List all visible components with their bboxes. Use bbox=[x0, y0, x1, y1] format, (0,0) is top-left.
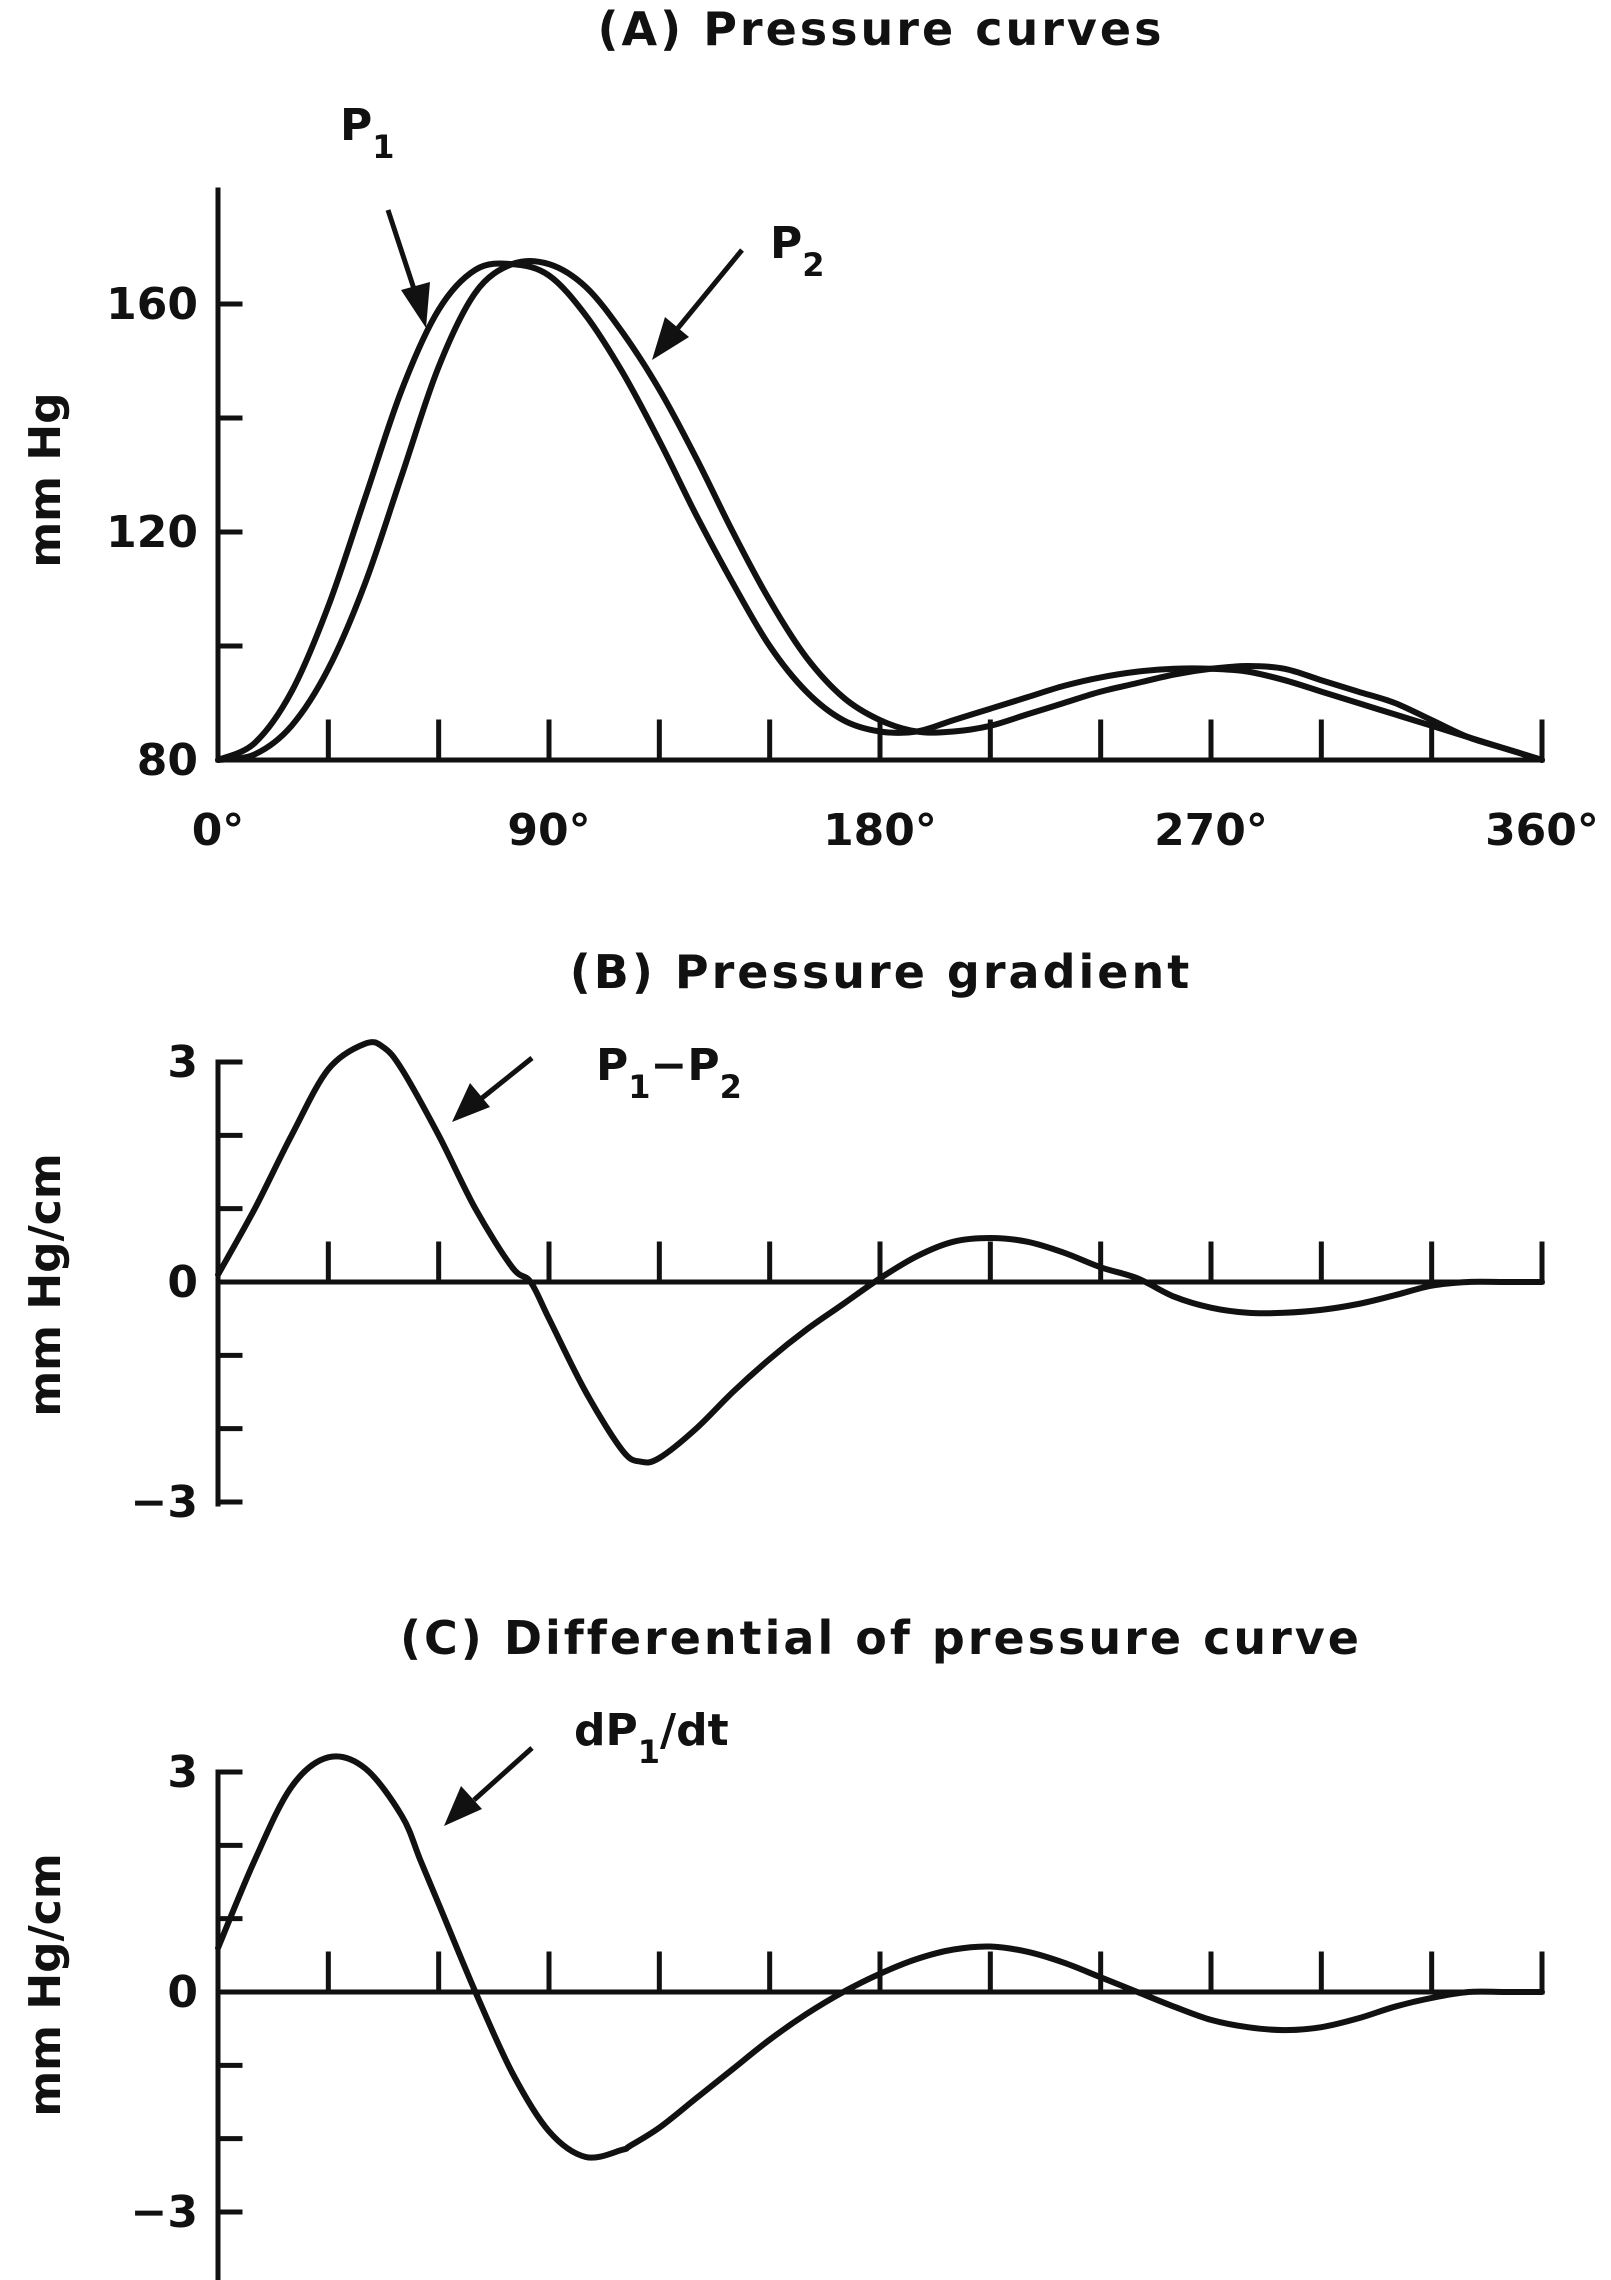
panel-b-y-ticks: 3 0 −3 bbox=[131, 1037, 243, 1528]
panel-b-title: (B) Pressure gradient bbox=[570, 945, 1192, 999]
p1-arrow bbox=[385, 209, 430, 328]
y-tick-label-1: 0 bbox=[167, 1967, 198, 2018]
x-tick-label-3: 270° bbox=[1154, 805, 1268, 856]
p1-annotation-base: P bbox=[340, 100, 372, 151]
y-tick-label-1: 0 bbox=[167, 1257, 198, 1308]
panel-c-x-ticks bbox=[325, 1951, 1545, 1995]
panel-a-y-axis-label: mm Hg bbox=[20, 392, 71, 567]
p1-annotation-sub: 1 bbox=[372, 128, 394, 166]
dp1dt-annotation-sub: 1 bbox=[638, 1733, 660, 1771]
p1-annotation: P1 bbox=[340, 100, 395, 166]
x-tick-label-1: 90° bbox=[507, 805, 590, 856]
y-tick-label-2: −3 bbox=[131, 1477, 198, 1528]
panel-c-y-axis-label: mm Hg/cm bbox=[20, 1853, 71, 2116]
p1-p2-annotation-base: P bbox=[596, 1040, 628, 1091]
panel-a-x-ticks: 0° 90° 180° 270° 360° bbox=[192, 719, 1599, 856]
panel-b-pressure-gradient: (B) Pressure gradient mm Hg/cm 3 0 −3 P1−P… bbox=[20, 945, 1545, 1528]
p2-arrow bbox=[652, 248, 744, 360]
panel-a-title: (A) Pressure curves bbox=[598, 2, 1165, 56]
y-tick-label-0: 3 bbox=[167, 1037, 198, 1088]
y-tick-label-2: 160 bbox=[106, 279, 198, 330]
panel-c-title: (C) Differential of pressure curve bbox=[400, 1611, 1362, 1665]
series-line-dp1-dt bbox=[215, 1753, 1545, 2161]
p2-annotation-base: P bbox=[770, 218, 802, 269]
series-line-p2 bbox=[215, 257, 1545, 763]
panel-c-differential: (C) Differential of pressure curve mm Hg… bbox=[20, 1611, 1545, 2280]
x-tick-label-0: 0° bbox=[192, 805, 245, 856]
y-tick-label-1: 120 bbox=[106, 507, 198, 558]
dp1dt-annotation-post: /dt bbox=[660, 1705, 729, 1756]
panel-a-y-ticks: 80 120 160 bbox=[106, 279, 243, 786]
dp1dt-annotation-pre: d bbox=[574, 1705, 606, 1756]
panel-a-pressure-curves: (A) Pressure curves mm Hg 80 120 160 0° 90°… bbox=[20, 2, 1599, 856]
series-line-p1-p2 bbox=[215, 1039, 1545, 1466]
p1-p2-annotation-sub2: 2 bbox=[720, 1068, 742, 1106]
p1-p2-arrow bbox=[452, 1056, 534, 1122]
series-line-p1 bbox=[215, 260, 1545, 763]
panel-b-curves bbox=[215, 1039, 1545, 1466]
dp1dt-annotation-base: P bbox=[606, 1705, 638, 1756]
y-tick-label-0: 80 bbox=[137, 735, 198, 786]
dp1dt-annotation: dP1/dt bbox=[574, 1705, 729, 1771]
y-tick-label-2: −3 bbox=[131, 2187, 198, 2238]
panel-b-y-axis-label: mm Hg/cm bbox=[20, 1153, 71, 1416]
x-tick-label-4: 360° bbox=[1485, 805, 1599, 856]
panel-b-x-ticks bbox=[325, 1241, 1545, 1285]
panel-c-curves bbox=[215, 1753, 1545, 2161]
panel-a-curves bbox=[215, 257, 1545, 763]
p2-annotation-sub: 2 bbox=[802, 246, 824, 284]
panel-c-y-ticks: 3 0 −3 bbox=[131, 1747, 243, 2238]
p1-p2-annotation-sub: 1 bbox=[628, 1068, 650, 1106]
x-tick-label-2: 180° bbox=[823, 805, 937, 856]
p1-p2-annotation-mid: −P bbox=[651, 1040, 720, 1091]
p1-p2-annotation: P1−P2 bbox=[596, 1040, 742, 1106]
p2-annotation: P2 bbox=[770, 218, 825, 284]
y-tick-label-0: 3 bbox=[167, 1747, 198, 1798]
dp1dt-arrow bbox=[444, 1746, 534, 1826]
